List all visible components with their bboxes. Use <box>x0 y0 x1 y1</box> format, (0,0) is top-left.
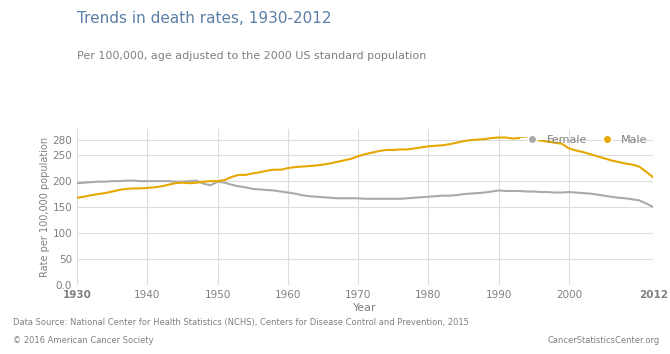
Text: Data Source: National Center for Health Statistics (NCHS), Centers for Disease C: Data Source: National Center for Health … <box>13 319 469 327</box>
X-axis label: Year: Year <box>353 303 377 313</box>
Legend: Female, Male: Female, Male <box>521 135 648 145</box>
Y-axis label: Rate per 100,000 population: Rate per 100,000 population <box>40 137 50 277</box>
Text: Trends in death rates, 1930-2012: Trends in death rates, 1930-2012 <box>77 11 332 25</box>
Text: © 2016 American Cancer Society: © 2016 American Cancer Society <box>13 336 154 345</box>
Text: Per 100,000, age adjusted to the 2000 US standard population: Per 100,000, age adjusted to the 2000 US… <box>77 51 426 61</box>
Text: CancerStatisticsCenter.org: CancerStatisticsCenter.org <box>547 336 660 345</box>
